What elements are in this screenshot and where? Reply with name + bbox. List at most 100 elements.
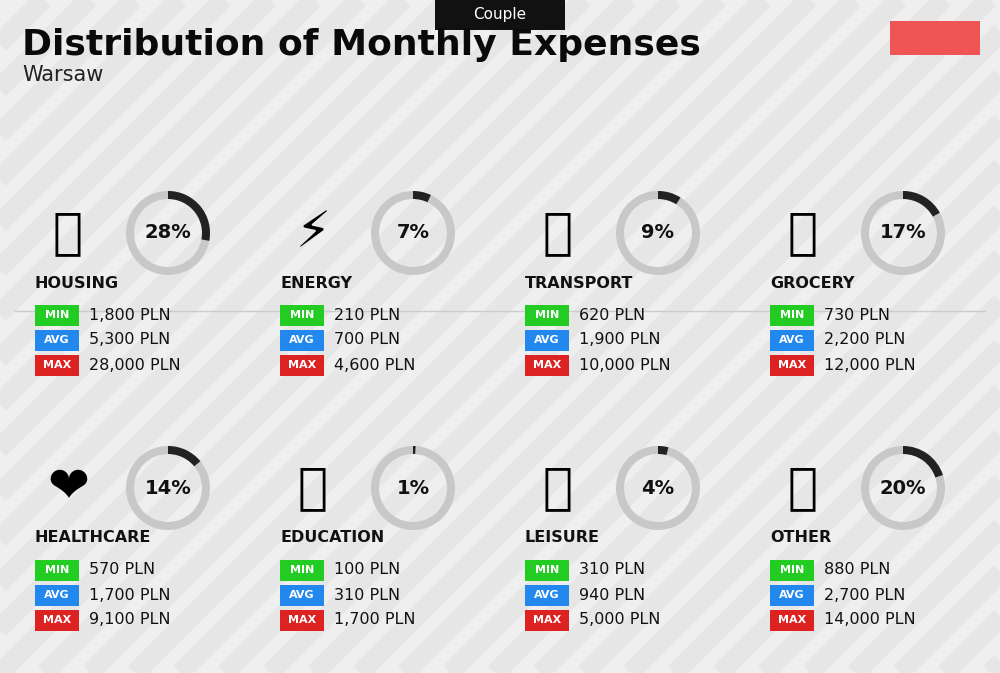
Text: MIN: MIN	[45, 310, 69, 320]
Text: MAX: MAX	[533, 615, 561, 625]
Text: MIN: MIN	[290, 310, 314, 320]
Text: 🎓: 🎓	[298, 464, 328, 512]
FancyBboxPatch shape	[280, 584, 324, 606]
FancyBboxPatch shape	[770, 559, 814, 581]
Text: 2,200 PLN: 2,200 PLN	[824, 332, 905, 347]
Text: 310 PLN: 310 PLN	[579, 563, 645, 577]
Text: AVG: AVG	[44, 590, 70, 600]
FancyBboxPatch shape	[280, 610, 324, 631]
Wedge shape	[168, 191, 210, 241]
Text: 9,100 PLN: 9,100 PLN	[89, 612, 170, 627]
Wedge shape	[903, 191, 940, 217]
Text: 28%: 28%	[145, 223, 191, 242]
Wedge shape	[168, 446, 200, 466]
FancyBboxPatch shape	[770, 355, 814, 376]
Wedge shape	[903, 446, 943, 477]
Text: 2,700 PLN: 2,700 PLN	[824, 588, 905, 602]
Text: 1,700 PLN: 1,700 PLN	[334, 612, 416, 627]
Text: GROCERY: GROCERY	[770, 275, 854, 291]
Text: 🏗: 🏗	[53, 209, 83, 257]
Wedge shape	[413, 446, 416, 454]
Text: 880 PLN: 880 PLN	[824, 563, 890, 577]
FancyBboxPatch shape	[35, 355, 79, 376]
FancyBboxPatch shape	[890, 21, 980, 55]
FancyBboxPatch shape	[525, 355, 569, 376]
Text: MIN: MIN	[45, 565, 69, 575]
Text: MAX: MAX	[533, 360, 561, 370]
Text: 310 PLN: 310 PLN	[334, 588, 400, 602]
Text: 14,000 PLN: 14,000 PLN	[824, 612, 916, 627]
FancyBboxPatch shape	[280, 355, 324, 376]
Text: MIN: MIN	[290, 565, 314, 575]
FancyBboxPatch shape	[770, 584, 814, 606]
Wedge shape	[658, 446, 668, 455]
Text: HOUSING: HOUSING	[35, 275, 119, 291]
FancyBboxPatch shape	[35, 304, 79, 326]
Wedge shape	[126, 191, 210, 275]
Text: 100 PLN: 100 PLN	[334, 563, 400, 577]
Text: 9%: 9%	[642, 223, 674, 242]
Wedge shape	[658, 191, 681, 205]
FancyBboxPatch shape	[280, 559, 324, 581]
Text: Couple: Couple	[473, 7, 527, 22]
FancyBboxPatch shape	[770, 304, 814, 326]
Text: 5,000 PLN: 5,000 PLN	[579, 612, 660, 627]
FancyBboxPatch shape	[35, 330, 79, 351]
Text: MAX: MAX	[43, 360, 71, 370]
Text: AVG: AVG	[779, 590, 805, 600]
Text: MIN: MIN	[535, 310, 559, 320]
Text: ENERGY: ENERGY	[280, 275, 352, 291]
Text: 🚌: 🚌	[543, 209, 573, 257]
Text: 1,800 PLN: 1,800 PLN	[89, 308, 171, 322]
Text: MAX: MAX	[778, 615, 806, 625]
Text: MAX: MAX	[778, 360, 806, 370]
Text: ❤: ❤	[47, 464, 89, 512]
Text: Warsaw: Warsaw	[22, 65, 103, 85]
Text: 🛍: 🛍	[543, 464, 573, 512]
FancyBboxPatch shape	[435, 0, 565, 30]
Text: 210 PLN: 210 PLN	[334, 308, 400, 322]
Text: MAX: MAX	[288, 615, 316, 625]
Text: 14%: 14%	[145, 479, 191, 497]
Text: 4,600 PLN: 4,600 PLN	[334, 357, 415, 372]
Text: 12,000 PLN: 12,000 PLN	[824, 357, 916, 372]
Text: 20%: 20%	[880, 479, 926, 497]
Text: ⚡: ⚡	[295, 209, 331, 257]
Wedge shape	[126, 446, 210, 530]
Text: 1,700 PLN: 1,700 PLN	[89, 588, 170, 602]
Text: AVG: AVG	[534, 590, 560, 600]
FancyBboxPatch shape	[770, 610, 814, 631]
Text: 940 PLN: 940 PLN	[579, 588, 645, 602]
FancyBboxPatch shape	[280, 304, 324, 326]
Text: 570 PLN: 570 PLN	[89, 563, 155, 577]
Text: TRANSPORT: TRANSPORT	[525, 275, 633, 291]
FancyBboxPatch shape	[35, 559, 79, 581]
FancyBboxPatch shape	[35, 610, 79, 631]
Text: AVG: AVG	[534, 335, 560, 345]
Text: 7%: 7%	[396, 223, 430, 242]
FancyBboxPatch shape	[280, 330, 324, 351]
Text: 👜: 👜	[788, 464, 818, 512]
Text: LEISURE: LEISURE	[525, 530, 600, 546]
Text: 17%: 17%	[880, 223, 926, 242]
FancyBboxPatch shape	[770, 330, 814, 351]
Text: 4%: 4%	[641, 479, 675, 497]
Text: MIN: MIN	[780, 565, 804, 575]
Text: MAX: MAX	[43, 615, 71, 625]
Text: 1,900 PLN: 1,900 PLN	[579, 332, 660, 347]
FancyBboxPatch shape	[525, 559, 569, 581]
Wedge shape	[616, 446, 700, 530]
Text: AVG: AVG	[779, 335, 805, 345]
Text: Distribution of Monthly Expenses: Distribution of Monthly Expenses	[22, 28, 701, 62]
Text: OTHER: OTHER	[770, 530, 831, 546]
Text: AVG: AVG	[289, 335, 315, 345]
Text: 700 PLN: 700 PLN	[334, 332, 400, 347]
Text: MIN: MIN	[535, 565, 559, 575]
FancyBboxPatch shape	[35, 584, 79, 606]
Text: 1%: 1%	[396, 479, 430, 497]
Text: MAX: MAX	[288, 360, 316, 370]
Text: 28,000 PLN: 28,000 PLN	[89, 357, 181, 372]
Text: 730 PLN: 730 PLN	[824, 308, 890, 322]
Text: MIN: MIN	[780, 310, 804, 320]
Text: 🛒: 🛒	[788, 209, 818, 257]
